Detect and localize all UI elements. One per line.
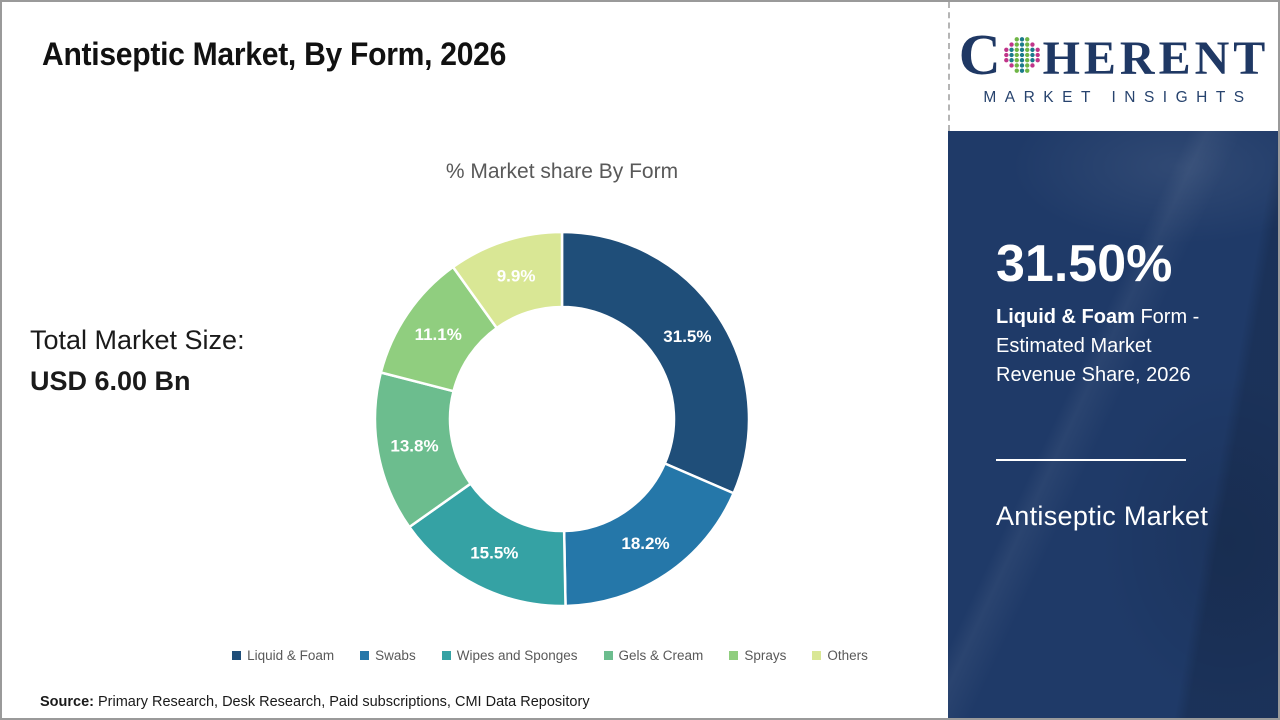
sidebar: C HERENT MARKET INSIGHTS 31.50% Liquid &…: [948, 2, 1278, 718]
globe-dot: [1024, 42, 1029, 47]
slice-label: 13.8%: [390, 437, 438, 456]
slice-label: 18.2%: [621, 534, 669, 553]
globe-dot: [1008, 63, 1014, 68]
logo-subtitle: MARKET INSIGHTS: [983, 89, 1253, 106]
globe-dot: [1014, 58, 1019, 63]
logo-letter-c: C: [958, 22, 1001, 87]
source-text: Primary Research, Desk Research, Paid su…: [98, 694, 590, 710]
legend-label: Sprays: [744, 648, 787, 663]
legend-label: Wipes and Sponges: [456, 648, 578, 663]
globe-dot: [1024, 63, 1029, 68]
globe-dot: [1008, 52, 1014, 58]
globe-dot: [1024, 68, 1029, 73]
globe-dot: [1019, 52, 1024, 58]
total-market-size-label: Total Market Size:: [30, 325, 245, 355]
globe-dot: [1019, 68, 1024, 73]
chart-legend: Liquid & Foam Swabs Wipes and Sponges Gels …: [150, 648, 950, 663]
donut-slice-liquid-foam: [560, 230, 751, 495]
globe-dot: [1019, 47, 1024, 52]
legend-item-liquid-foam: Liquid & Foam: [232, 648, 334, 663]
globe-dot: [1014, 47, 1019, 52]
legend-swatch: [812, 651, 822, 660]
slice-label: 9.9%: [497, 267, 536, 286]
globe-dot: [1024, 47, 1029, 52]
globe-dot: [1035, 58, 1040, 63]
legend-label: Swabs: [375, 648, 416, 663]
globe-dot: [1008, 47, 1014, 52]
globe-dot: [1008, 58, 1014, 63]
brand-logo: C HERENT MARKET INSIGHTS: [948, 2, 1278, 131]
globe-dot: [1019, 42, 1024, 47]
globe-icon: [1003, 37, 1040, 73]
legend-item-sprays: Sprays: [729, 648, 786, 663]
globe-dot: [1035, 47, 1040, 52]
globe-dot: [1029, 63, 1035, 68]
market-name: Antiseptic Market: [996, 501, 1209, 531]
chart-title: % Market share By Form: [445, 160, 679, 183]
legend-swatch: [232, 651, 242, 660]
globe-dot: [1014, 52, 1019, 58]
globe-dot: [1019, 37, 1024, 42]
legend-item-gels-cream: Gels & Cream: [603, 648, 704, 663]
highlight-description: Liquid & Foam Form - Estimated Market Re…: [996, 303, 1218, 390]
source-line: Source: Primary Research, Desk Research, …: [40, 694, 590, 710]
globe-dot: [1014, 63, 1019, 68]
globe-dot: [1035, 52, 1040, 58]
highlight-value: 31.50%: [996, 235, 1173, 293]
legend-swatch: [603, 651, 613, 660]
globe-dot: [1024, 37, 1029, 42]
globe-dot: [1024, 52, 1029, 58]
globe-dot: [1003, 47, 1009, 52]
globe-dot: [1014, 42, 1019, 47]
globe-dot: [1029, 42, 1035, 47]
slice-label: 15.5%: [470, 543, 518, 562]
total-market-size-value: USD 6.00 Bn: [30, 366, 191, 397]
globe-dot: [1029, 52, 1035, 58]
globe-dot: [1003, 58, 1009, 63]
highlight-desc-bold: Liquid & Foam: [996, 306, 1135, 328]
legend-swatch: [729, 651, 739, 660]
page-title: Antiseptic Market, By Form, 2026: [42, 36, 507, 72]
source-prefix: Source:: [40, 694, 94, 710]
slice-label: 31.5%: [663, 327, 711, 346]
globe-dot: [1014, 68, 1019, 73]
donut-chart: 31.5% 18.2% 15.5% 13.8% 11.1% 9.9%: [373, 230, 751, 608]
slice-label: 11.1%: [415, 325, 462, 344]
legend-swatch: [360, 651, 370, 660]
total-market-size: Total Market Size: USD 6.00 Bn: [30, 322, 245, 400]
legend-item-wipes-and-sponges: Wipes and Sponges: [441, 648, 578, 663]
legend-item-swabs: Swabs: [360, 648, 416, 663]
logo-wordmark-rest: HERENT: [1042, 32, 1270, 85]
globe-dot: [1019, 58, 1024, 63]
legend-label: Gels & Cream: [618, 648, 704, 663]
globe-dot: [1029, 58, 1035, 63]
globe-dot: [1024, 58, 1029, 63]
legend-swatch: [441, 651, 451, 660]
legend-label: Liquid & Foam: [247, 648, 335, 663]
donut-slice-others: [451, 230, 564, 330]
divider-line: [996, 459, 1186, 461]
globe-dot: [1019, 63, 1024, 68]
globe-dot: [1008, 42, 1014, 47]
legend-item-others: Others: [812, 648, 868, 663]
globe-dot: [1014, 37, 1019, 42]
globe-dot: [1029, 47, 1035, 52]
globe-dot: [1003, 52, 1009, 58]
logo-wordmark: C HERENT: [959, 26, 1270, 84]
legend-label: Others: [827, 648, 868, 663]
highlight-desc-rest: Form - Estimated Market Revenue Share, 2…: [996, 306, 1200, 386]
highlight-panel: 31.50% Liquid & Foam Form - Estimated Ma…: [948, 131, 1278, 718]
